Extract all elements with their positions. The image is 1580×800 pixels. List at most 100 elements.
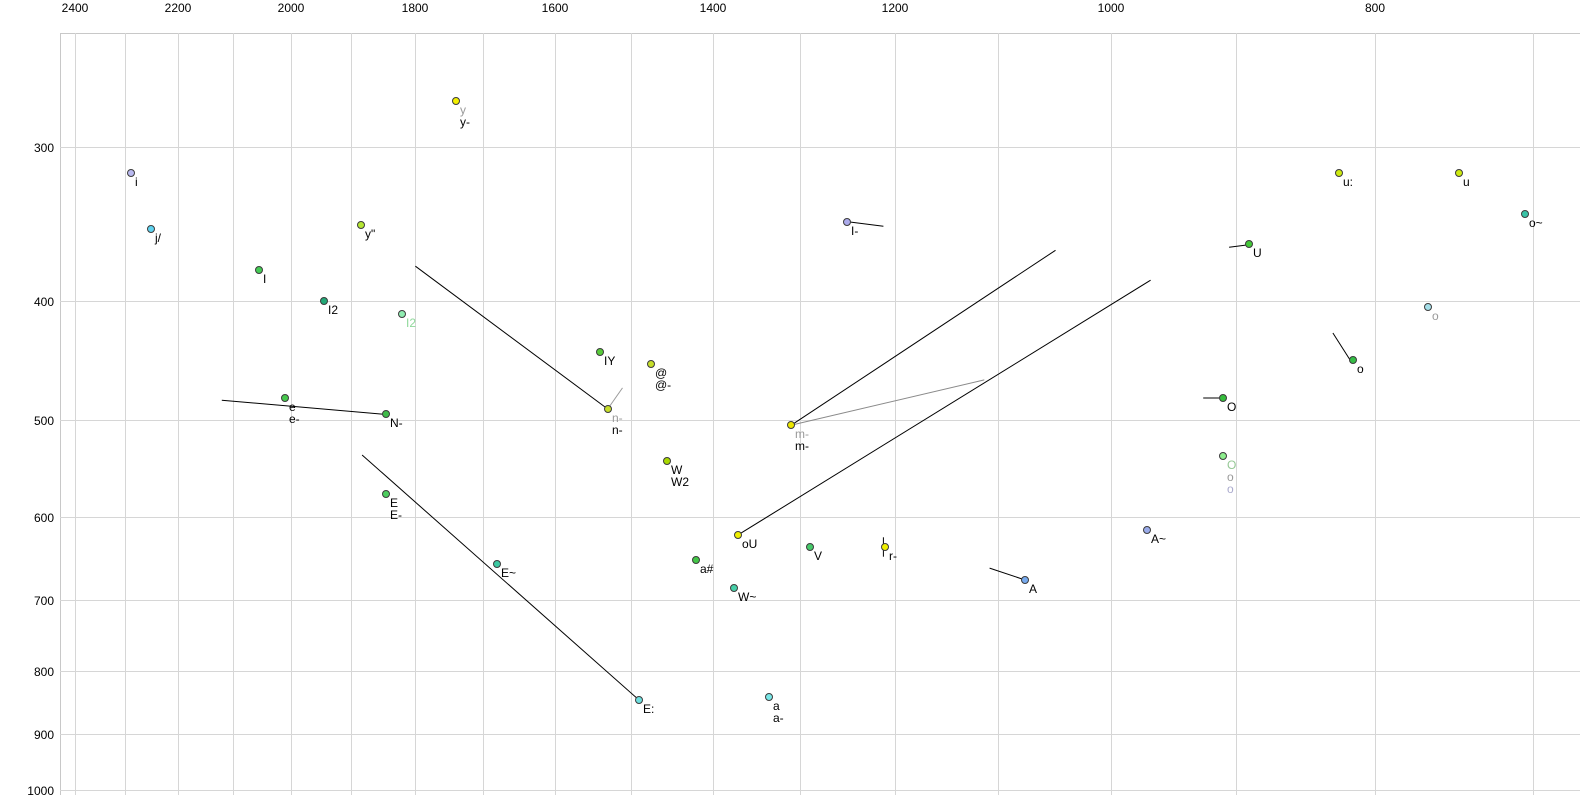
data-point [357,221,365,229]
point-label: u [1463,175,1470,189]
point-label: @- [655,378,672,392]
data-point [493,560,501,568]
x-tick-label: 1000 [1097,1,1125,15]
point-label: o [1432,309,1439,323]
point-label: I [263,272,267,286]
x-tick-label: 1800 [401,1,429,15]
connector-line [221,399,387,415]
y-tick-label: 500 [33,414,54,428]
point-label: E: [643,702,655,716]
horizontal-gridline [60,420,1580,421]
x-tick-label: 2000 [277,1,305,15]
point-label: o~ [1529,216,1543,230]
point-label: y [460,103,466,117]
data-point [765,693,773,701]
data-point [734,531,742,539]
x-tick-label: 2400 [61,1,89,15]
point-label: o [1227,482,1234,496]
horizontal-gridline [60,790,1580,791]
y-tick-label: 1000 [27,784,54,798]
vertical-gridline [631,33,632,795]
connector-line [415,265,608,410]
plot-area-top-border [60,33,1580,34]
vertical-gridline [75,33,76,795]
data-point [1521,210,1529,218]
data-point [1455,169,1463,177]
point-label: a# [700,562,714,576]
vertical-gridline [483,33,484,795]
y-tick-label: 800 [33,665,54,679]
data-point [730,584,738,592]
connector-line [791,379,985,426]
data-point [1219,394,1227,402]
data-point [1245,240,1253,248]
data-point [320,297,328,305]
x-tick-label: 1400 [699,1,727,15]
vertical-gridline [1375,33,1376,795]
y-tick-label: 700 [33,594,54,608]
data-point [1335,169,1343,177]
data-point [398,310,406,318]
vertical-gridline [178,33,179,795]
point-label: o [1357,362,1364,376]
data-point [1219,452,1227,460]
y-tick-label: 900 [33,728,54,742]
horizontal-gridline [60,301,1580,302]
data-point [604,405,612,413]
point-label: u: [1343,175,1354,189]
point-label: U [1253,246,1262,260]
point-label: y- [460,115,470,129]
point-label: W [671,463,683,477]
point-label: IY [604,354,616,368]
connector-line [989,567,1026,581]
point-label: @ [655,366,668,380]
data-point [127,169,135,177]
x-tick-label: 800 [1364,1,1386,15]
horizontal-gridline [60,147,1580,148]
data-point [596,348,604,356]
point-label: o [1227,470,1234,484]
y-tick-label: 400 [33,295,54,309]
data-point [663,457,671,465]
data-point [281,394,289,402]
point-label: a [773,699,780,713]
data-point [382,410,390,418]
data-point [1424,303,1432,311]
point-label: O [1227,458,1237,472]
horizontal-gridline [60,517,1580,518]
point-label: N- [390,416,403,430]
vertical-gridline [125,33,126,795]
point-label: A [1029,582,1038,596]
point-label: V [814,549,823,563]
point-label: W2 [671,475,689,489]
data-point [635,696,643,704]
point-label: e- [289,412,300,426]
vertical-gridline [713,33,714,795]
point-label: m- [795,439,809,453]
point-label: oU [742,537,758,551]
data-point [382,490,390,498]
data-point [255,266,263,274]
point-label: i [135,175,138,189]
point-label: I2 [328,303,339,317]
data-point [147,225,155,233]
x-tick-label: 2200 [164,1,192,15]
data-point [1143,526,1151,534]
data-point [881,543,889,551]
data-point [843,218,851,226]
data-point [1021,576,1029,584]
data-point [647,360,655,368]
horizontal-gridline [60,671,1580,672]
point-label: n- [612,423,623,437]
plot-area-left-border [60,33,61,795]
point-label: E~ [501,566,517,580]
point-label: n- [612,411,623,425]
point-label: A~ [1151,532,1167,546]
data-point [452,97,460,105]
x-tick-label: 1600 [541,1,569,15]
point-label: I2 [406,316,417,330]
connector-line [1332,332,1351,361]
data-point [806,543,814,551]
